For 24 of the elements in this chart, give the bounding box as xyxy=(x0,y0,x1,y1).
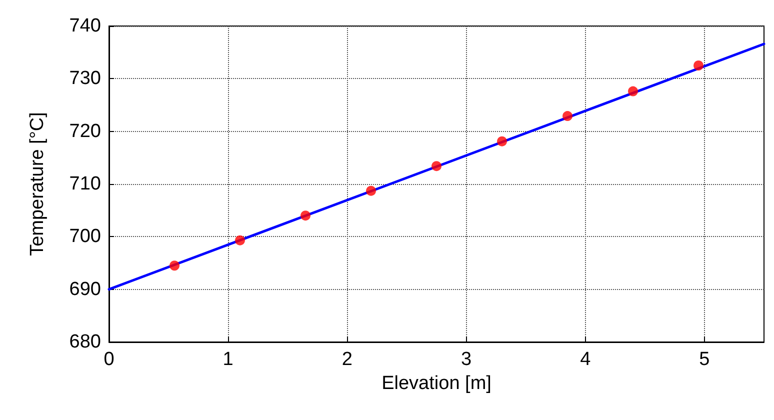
x-axis-title: Elevation [m] xyxy=(382,372,492,394)
point xyxy=(366,186,376,196)
y-tick-label: 720 xyxy=(69,120,101,142)
point xyxy=(562,111,572,122)
y-tick-label: 700 xyxy=(69,226,101,248)
x-tick-label: 0 xyxy=(104,349,114,370)
x-tick-label: 2 xyxy=(342,349,352,370)
y-tick-label: 740 xyxy=(69,16,101,36)
y-tick-label: 710 xyxy=(69,174,101,194)
point xyxy=(170,260,180,271)
point xyxy=(628,86,638,96)
point xyxy=(694,60,704,70)
x-tick-label: 5 xyxy=(699,349,710,370)
y-tick-label: 680 xyxy=(69,332,101,352)
y-tick-label: 690 xyxy=(69,278,101,300)
point xyxy=(235,235,245,246)
point xyxy=(300,210,310,221)
x-tick-label: 3 xyxy=(460,349,472,370)
x-tick-label: 1 xyxy=(222,349,234,370)
point xyxy=(432,161,442,172)
y-axis-title: Temperature [°C] xyxy=(27,112,48,256)
y-tick-label: 730 xyxy=(69,68,101,90)
x-tick-label: 4 xyxy=(580,349,592,370)
point xyxy=(497,136,507,146)
